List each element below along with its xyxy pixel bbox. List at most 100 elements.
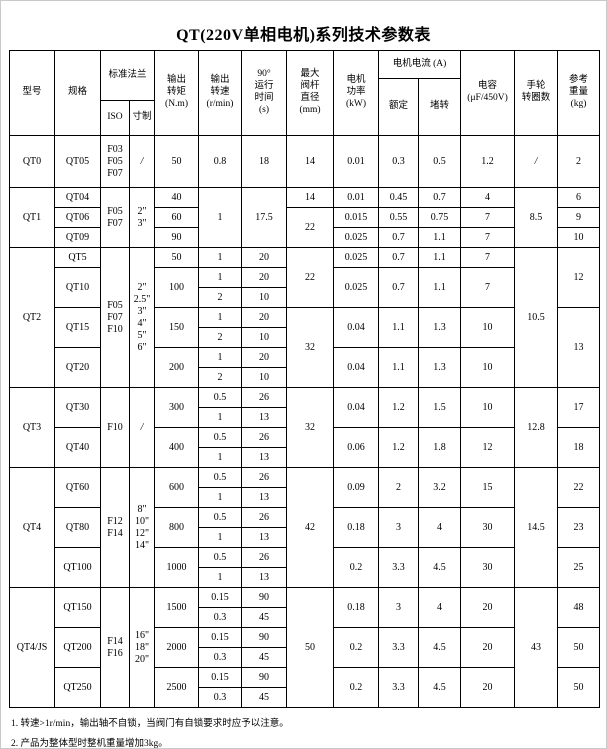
table-cell: 1.2 (460, 135, 516, 188)
table-cell: 50 (154, 247, 200, 268)
table-cell: 8" 10" 12" 14" (128, 467, 156, 588)
table-cell: 7 (460, 227, 516, 248)
col-stem-diameter: 最大 阀杆 直径 (mm) (286, 50, 335, 136)
table-cell: 13 (241, 567, 288, 588)
table-cell: 100 (154, 267, 200, 308)
table-cell: 0.15 (198, 587, 243, 608)
table-cell: 20 (241, 307, 288, 328)
table-cell: 2 (557, 135, 601, 188)
col-spec: 规格 (54, 50, 101, 136)
table-cell: 0.18 (333, 587, 380, 628)
table-cell: 600 (154, 467, 200, 508)
col-rated: 额定 (378, 78, 420, 136)
table-cell: 10 (460, 307, 516, 348)
table-cell: 26 (241, 467, 288, 488)
table-cell: 0.8 (198, 135, 243, 188)
table-cell: 0.025 (333, 227, 380, 248)
table-cell: 13 (241, 447, 288, 468)
table-cell: 2" 2.5" 3" 4" 5" 6" (128, 247, 156, 388)
table-cell: 17 (557, 387, 601, 428)
table-cell: 10 (460, 387, 516, 428)
table-cell: 3.3 (378, 627, 420, 668)
table-cell: 18 (557, 427, 601, 468)
model-cell: QT2 (9, 247, 55, 388)
table-cell: 90 (241, 627, 288, 648)
spec-cell: QT10 (54, 267, 101, 308)
table-cell: 2 (198, 287, 243, 308)
table-cell: 0.2 (333, 667, 380, 708)
col-stall: 堵转 (418, 78, 462, 136)
table-cell: 1.1 (418, 247, 462, 268)
table-cell: 20 (460, 587, 516, 628)
table-cell: F10 (100, 387, 130, 468)
table-cell: 20 (241, 247, 288, 268)
col-speed: 输出 转速 (r/min) (198, 50, 243, 136)
table-cell: F14 F16 (100, 587, 130, 708)
col-ref-weight: 参考 重量 (kg) (557, 50, 601, 136)
table-cell: 3.3 (378, 667, 420, 708)
table-cell: 2" 3" (128, 187, 156, 248)
page-title: QT(220V单相电机)系列技术参数表 (176, 27, 431, 44)
table-cell: 1.3 (418, 347, 462, 388)
col-inch: 寸制 (128, 100, 156, 136)
spec-cell: QT04 (54, 187, 101, 208)
table-cell: 22 (557, 467, 601, 508)
table-cell: 50 (557, 627, 601, 668)
table-cell: 0.45 (378, 187, 420, 208)
table-cell: 0.5 (198, 507, 243, 528)
table-cell: 1.1 (418, 267, 462, 308)
table-cell: 26 (241, 427, 288, 448)
col-handwheel-turns: 手轮 转圈数 (514, 50, 559, 136)
table-cell: 1 (198, 187, 243, 248)
footnote-2: 2. 产品为整体型时整机重量增加3kg。 (11, 738, 168, 749)
table-cell: 800 (154, 507, 200, 548)
table-cell: 10 (241, 327, 288, 348)
table-cell: 1 (198, 487, 243, 508)
table-cell: 9 (557, 207, 601, 228)
table-cell: 0.7 (418, 187, 462, 208)
table-cell: 1 (198, 527, 243, 548)
model-cell: QT0 (9, 135, 55, 188)
table-cell: 20 (241, 267, 288, 288)
col-torque: 输出 转矩 (N.m) (154, 50, 200, 136)
table-cell: 26 (241, 547, 288, 568)
table-cell: 1000 (154, 547, 200, 588)
table-cell: 90 (154, 227, 200, 248)
table-cell: 4 (460, 187, 516, 208)
table-cell: 50 (557, 667, 601, 708)
table-cell: 150 (154, 307, 200, 348)
table-cell: 1 (198, 567, 243, 588)
table-cell: 14.5 (514, 467, 559, 588)
spec-cell: QT60 (54, 467, 101, 508)
table-cell: 2 (378, 467, 420, 508)
model-cell: QT3 (9, 387, 55, 468)
table-cell: 10 (241, 287, 288, 308)
table-cell: 6 (557, 187, 601, 208)
table-cell: 1.1 (378, 347, 420, 388)
table-cell: 45 (241, 607, 288, 628)
table-cell: F12 F14 (100, 467, 130, 588)
col-runtime: 90° 运行 时间 (s) (241, 50, 288, 136)
table-cell: 42 (286, 467, 335, 588)
table-cell: 1.5 (418, 387, 462, 428)
table-cell: 0.5 (198, 387, 243, 408)
table-cell: 12 (557, 247, 601, 308)
table-cell: 0.5 (198, 467, 243, 488)
table-cell: 45 (241, 687, 288, 708)
table-cell: 13 (241, 487, 288, 508)
table-cell: 1.3 (418, 307, 462, 348)
model-cell: QT4 (9, 467, 55, 588)
table-cell: 1.2 (378, 387, 420, 428)
table-cell: 2 (198, 367, 243, 388)
table-cell: 10 (241, 367, 288, 388)
params-table: 型号 规格 标准法兰 输出 转矩 (N.m) 输出 转速 (r/min) 90° 运行 时… (9, 50, 601, 708)
table-cell: 0.04 (333, 347, 380, 388)
table-cell: 0.18 (333, 507, 380, 548)
table-cell: 12 (460, 427, 516, 468)
table-cell: 16" 18" 20" (128, 587, 156, 708)
footnote-1: 1. 转速>1r/min，输出轴不自锁，当阀门有自锁要求时应予以注意。 (11, 719, 289, 729)
table-cell: 7 (460, 207, 516, 228)
spec-cell: QT40 (54, 427, 101, 468)
table-cell: 50 (154, 135, 200, 188)
